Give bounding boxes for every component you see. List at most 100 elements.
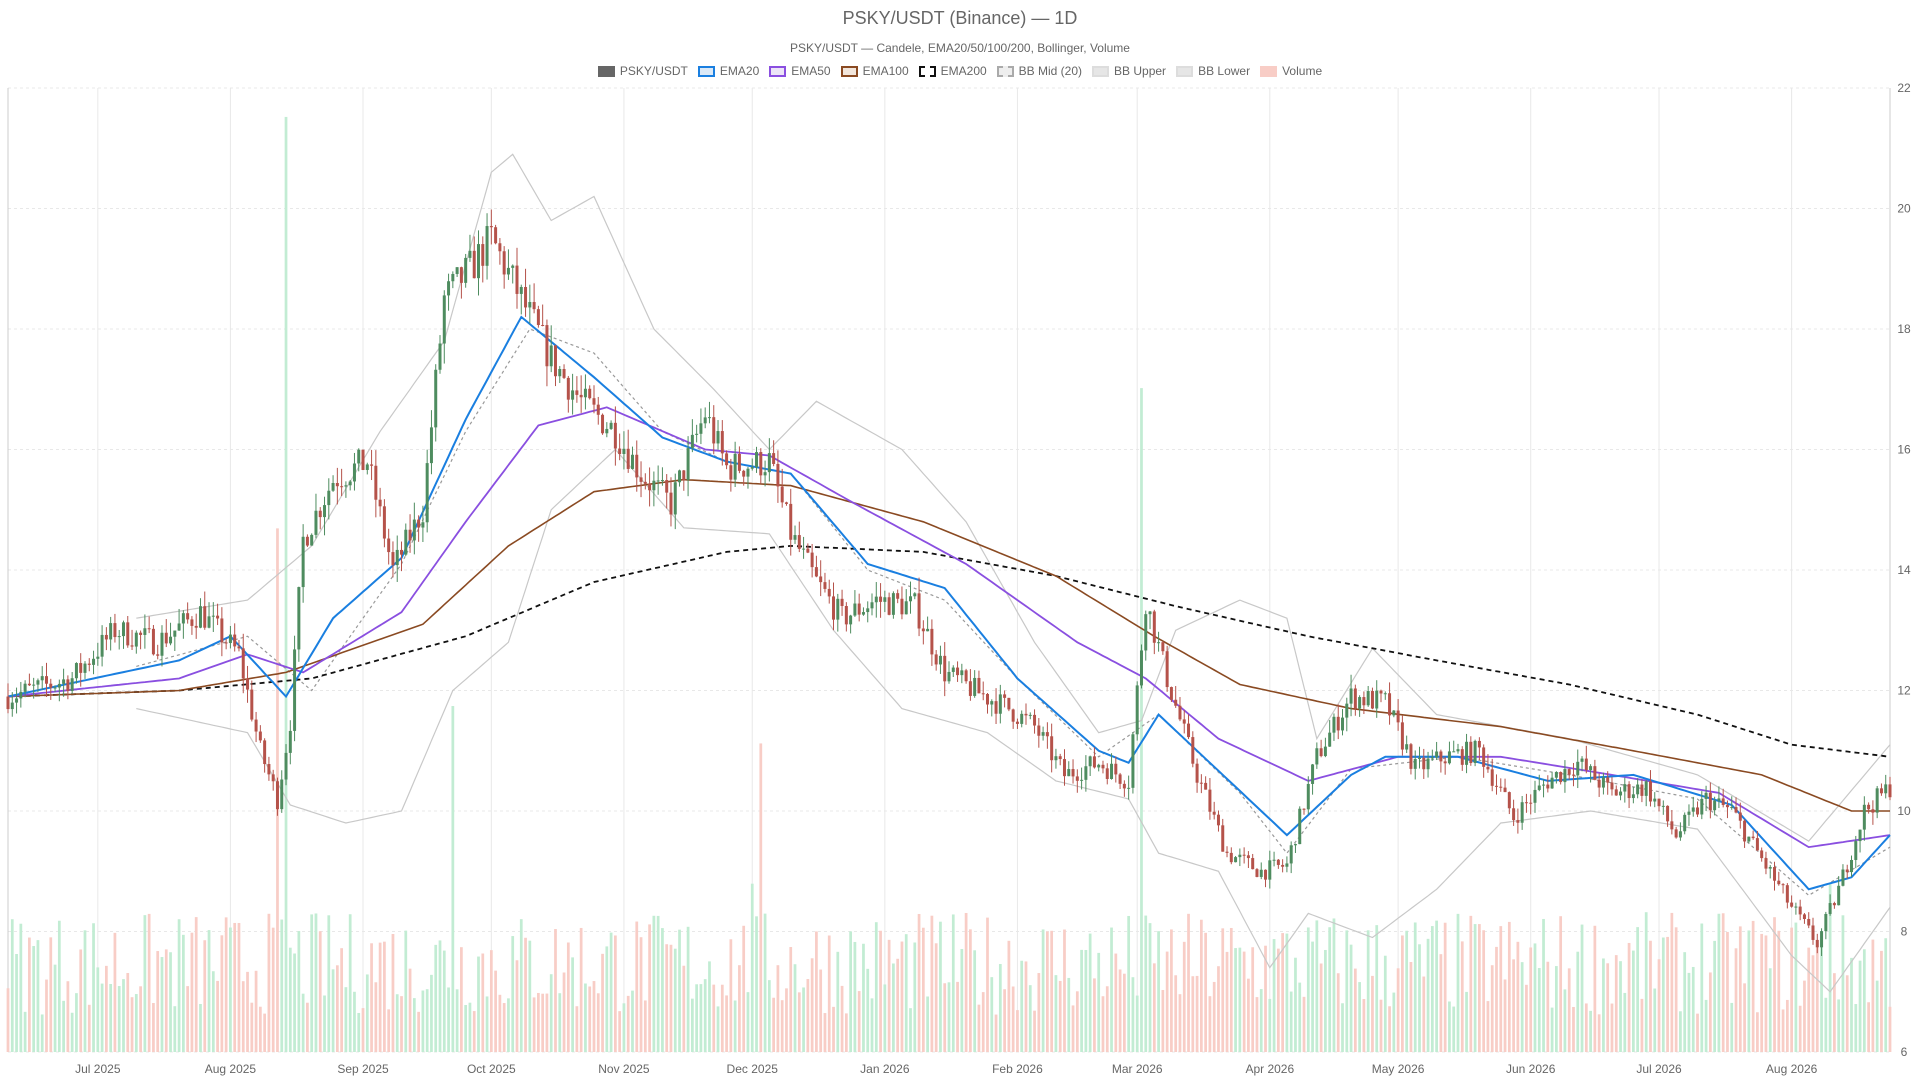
candle-body	[1409, 744, 1413, 769]
legend-item-6[interactable]: BB Upper	[1092, 64, 1166, 78]
candle-body	[686, 448, 690, 480]
volume-bar	[849, 931, 852, 1052]
candle-body	[66, 679, 70, 691]
volume-bar	[1336, 973, 1340, 1052]
candle-body	[271, 774, 275, 782]
candle-body	[391, 552, 395, 566]
candle-body	[156, 654, 160, 656]
volume-bar	[134, 994, 138, 1052]
legend-label: EMA50	[791, 64, 831, 78]
legend-item-1[interactable]: EMA20	[697, 64, 759, 78]
volume-bar	[1088, 933, 1092, 1052]
volume-bar	[1003, 989, 1006, 1052]
candle-body	[1435, 751, 1439, 758]
volume-bar	[1221, 928, 1225, 1052]
candle-body	[1135, 685, 1139, 735]
volume-bar	[1401, 935, 1404, 1052]
volume-bar	[1084, 949, 1088, 1052]
candle-body	[1550, 777, 1554, 789]
x-tick-label: Jul 2025	[75, 1062, 121, 1076]
volume-bar	[930, 915, 934, 1052]
legend-item-2[interactable]: EMA50	[769, 64, 831, 78]
volume-bar	[1546, 961, 1550, 1052]
candle-body	[789, 503, 793, 540]
candle-body	[1370, 691, 1374, 709]
candle-body	[1336, 716, 1340, 731]
candle-body	[725, 453, 729, 466]
candle-body	[588, 388, 592, 399]
candle-body	[1524, 802, 1528, 804]
candle-body	[827, 588, 831, 597]
volume-bar	[643, 1000, 647, 1052]
volume-bar	[1602, 958, 1605, 1052]
candle-body	[1400, 722, 1404, 750]
candle-body	[742, 470, 746, 477]
candle-body	[459, 267, 463, 283]
volume-bar	[1259, 989, 1263, 1052]
volume-bar	[1020, 960, 1024, 1052]
candle-body	[1713, 800, 1717, 811]
candle-body	[173, 630, 177, 637]
volume-bar	[421, 990, 425, 1052]
legend: PSKY/USDT EMA20 EMA50 EMA100 EMA200 BB Mid (2…	[0, 64, 1920, 78]
volume-bar	[665, 944, 669, 1052]
candle-body	[1015, 721, 1019, 724]
candle-body	[1871, 809, 1875, 813]
volume-bar	[229, 927, 232, 1052]
candle-body	[305, 536, 309, 546]
legend-item-4[interactable]: EMA200	[918, 64, 987, 78]
candle-body	[1413, 758, 1417, 769]
candle-body	[1460, 749, 1464, 765]
volume-bar	[990, 977, 994, 1052]
candle-body	[1037, 725, 1041, 736]
volume-bar	[1854, 1004, 1858, 1052]
legend-item-3[interactable]: EMA100	[840, 64, 909, 78]
candle-body	[451, 273, 455, 282]
volume-bar	[1644, 912, 1648, 1052]
candle-body	[797, 535, 801, 549]
legend-item-5[interactable]: BB Mid (20)	[996, 64, 1082, 78]
candle-body	[203, 606, 207, 628]
candle-body	[498, 243, 502, 252]
volume-bar	[682, 965, 686, 1052]
candle-body	[1619, 791, 1623, 796]
candle-body	[1858, 829, 1862, 842]
candle-body	[143, 628, 147, 635]
volume-bar	[592, 981, 596, 1052]
candle-body	[1760, 850, 1764, 859]
volume-bar	[494, 970, 497, 1052]
candle-body	[1169, 687, 1173, 700]
volume-bar	[387, 1009, 391, 1052]
volume-bar	[575, 1006, 579, 1052]
legend-item-7[interactable]: BB Lower	[1176, 64, 1250, 78]
legend-label: BB Upper	[1114, 64, 1167, 78]
candle-body	[613, 422, 617, 449]
candle-body	[83, 663, 87, 673]
volume-bar	[857, 991, 861, 1052]
volume-bar	[1071, 1005, 1075, 1052]
volume-bar	[442, 950, 446, 1052]
candle-body	[477, 244, 480, 279]
volume-bar	[1276, 948, 1280, 1052]
candle-body	[442, 295, 446, 344]
volume-bar	[481, 953, 485, 1052]
y-tick-label: 8	[1901, 925, 1908, 939]
candle-body	[832, 596, 836, 620]
volume-bar	[1465, 991, 1468, 1052]
candle-body	[1199, 782, 1203, 784]
volume-bar	[545, 993, 549, 1052]
volume-bar	[1405, 930, 1409, 1052]
volume-bar	[1525, 984, 1528, 1052]
volume-bar	[1255, 997, 1259, 1052]
candle-body	[571, 390, 575, 400]
legend-item-0[interactable]: PSKY/USDT	[597, 64, 688, 78]
volume-bar	[216, 980, 219, 1052]
legend-item-8[interactable]: Volume	[1260, 64, 1322, 78]
volume-bar	[1589, 1010, 1592, 1052]
candle-body	[194, 625, 198, 628]
candle-body	[515, 265, 519, 294]
volume-bar	[1623, 992, 1627, 1052]
candle-body	[682, 470, 686, 480]
volume-bar	[1512, 959, 1515, 1052]
volume-bar	[703, 979, 707, 1052]
